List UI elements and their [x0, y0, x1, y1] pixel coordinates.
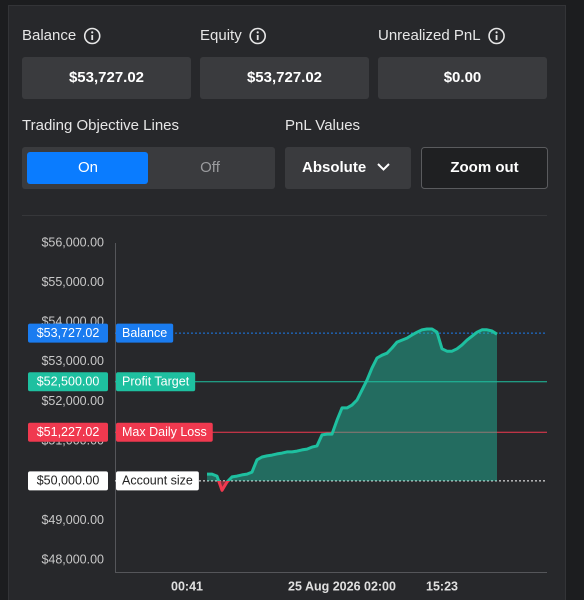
info-icon[interactable]	[249, 27, 267, 45]
dropdown[interactable]: Absolute	[285, 147, 411, 189]
info-circle	[488, 27, 505, 45]
chevron	[377, 163, 390, 171]
level-value: $51,227.02	[37, 425, 100, 439]
toggle-option-label: On	[78, 159, 98, 176]
stat-value: $0.00	[444, 69, 482, 86]
y-tick-label: $48,000.00	[41, 552, 104, 566]
level-name-box	[116, 372, 196, 392]
level-name-box	[116, 323, 174, 343]
stat-box	[200, 57, 369, 99]
y-tick-label: $53,000.00	[41, 354, 104, 368]
level-value: $53,727.02	[37, 326, 100, 340]
info-icon[interactable]	[83, 27, 101, 45]
zoom-label: Zoom out	[450, 159, 518, 176]
controls: Balance $53,727.02 Equity $53,727.02 Unreali…	[22, 27, 548, 189]
zoom-button[interactable]: Zoom out	[421, 147, 548, 189]
toggle-selected	[27, 152, 148, 184]
level-name-box	[116, 471, 199, 491]
level-name-box	[116, 422, 213, 442]
info-dot	[256, 31, 259, 34]
level-name: Max Daily Loss	[122, 425, 207, 439]
info-icon[interactable]	[488, 27, 505, 45]
level-value-box	[28, 422, 108, 442]
stat-label: Equity	[200, 27, 242, 44]
dropdown-box	[285, 147, 411, 189]
level-value: $50,000.00	[37, 474, 100, 488]
area	[207, 329, 497, 491]
info-circle	[83, 27, 101, 45]
y-tick-label: $56,000.00	[41, 235, 104, 249]
stat-label: Balance	[22, 27, 76, 44]
level-value: $52,500.00	[37, 375, 100, 389]
toggle-label: Trading Objective Lines	[22, 117, 179, 134]
level-name: Balance	[122, 326, 167, 340]
level-name: Profit Target	[122, 375, 190, 389]
stat-value: $53,727.02	[69, 69, 144, 86]
y-tick-label: $49,000.00	[41, 513, 104, 527]
zoom-box	[421, 147, 548, 189]
level-name: Account size	[122, 474, 193, 488]
stat-label: Unrealized PnL	[378, 27, 481, 44]
y-tick-label: $55,000.00	[41, 275, 104, 289]
toggle-option[interactable]: On	[27, 152, 148, 184]
dropdown-label: PnL Values	[285, 117, 360, 134]
dropdown-value: Absolute	[302, 159, 366, 176]
stat-box	[22, 57, 191, 99]
line	[207, 327, 498, 492]
stat-box	[378, 57, 547, 99]
level-value-box	[28, 323, 108, 343]
x-tick-label: 25 Aug 2026 02:00	[288, 579, 396, 593]
x-tick-label: 00:41	[171, 579, 203, 593]
stat-value: $53,727.02	[247, 69, 322, 86]
info-dot	[495, 31, 498, 34]
level-value-box	[28, 372, 108, 392]
level-value-box	[28, 471, 108, 491]
chart: $48,000.00$49,000.00$50,000.00$51,000.00…	[28, 235, 547, 593]
panel	[8, 5, 566, 600]
x-tick-label: 15:23	[426, 579, 458, 593]
toggle-option[interactable]: Off	[200, 159, 221, 176]
info-circle	[249, 27, 267, 45]
info-dot	[91, 31, 94, 34]
y-tick-label: $52,000.00	[41, 394, 104, 408]
toggle-option-label: Off	[200, 159, 221, 176]
